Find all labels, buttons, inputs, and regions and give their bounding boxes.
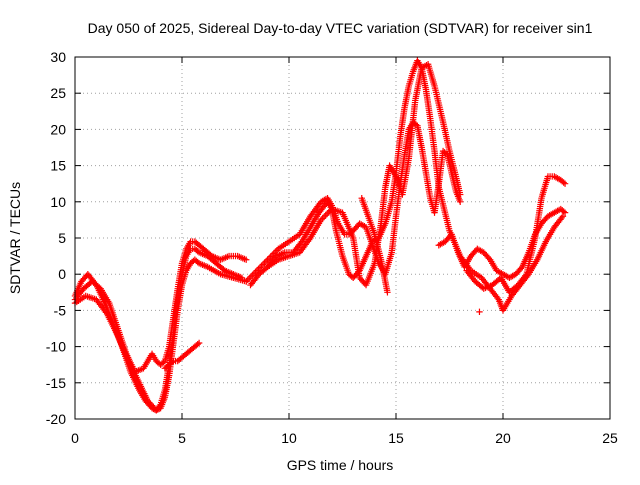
x-tick-label: 15: [388, 430, 404, 446]
data-point: [476, 308, 483, 316]
y-tick-label: -10: [46, 339, 66, 355]
data-point: [517, 265, 525, 272]
x-tick-label: 25: [602, 430, 618, 446]
y-tick-label: 20: [50, 121, 66, 137]
x-tick-label: 5: [178, 430, 186, 446]
x-axis-label: GPS time / hours: [287, 457, 394, 473]
data-point: [195, 339, 203, 347]
data-point: [194, 340, 201, 348]
data-point: [153, 407, 160, 414]
data-point: [559, 213, 567, 220]
y-tick-label: -15: [46, 375, 66, 391]
y-tick-label: -20: [46, 411, 66, 427]
data-point: [154, 406, 161, 413]
chart-title: Day 050 of 2025, Sidereal Day-to-day VTE…: [88, 20, 593, 36]
data-point: [560, 179, 567, 186]
data-point: [168, 359, 176, 366]
data-point: [561, 180, 569, 187]
data-point: [561, 209, 569, 216]
x-tick-label: 0: [71, 430, 79, 446]
y-tick-label: -5: [54, 302, 67, 318]
data-point: [457, 191, 464, 198]
x-tick-label: 10: [281, 430, 297, 446]
data-point: [485, 255, 493, 262]
y-tick-label: 5: [58, 230, 66, 246]
axis-ticks: 0 5 10 15 20 25 -20 -15 -10 -5 0 5 10 15 20 25 30: [46, 49, 618, 446]
data-point: [384, 289, 391, 296]
data-point: [320, 213, 328, 220]
y-tick-label: 15: [50, 158, 66, 174]
y-tick-label: 30: [50, 49, 66, 65]
data-point: [243, 256, 250, 263]
data-point: [160, 359, 167, 366]
grid: [75, 57, 610, 419]
y-tick-label: 10: [50, 194, 66, 210]
x-tick-label: 20: [495, 430, 511, 446]
data-point: [457, 198, 464, 205]
data-point: [560, 208, 567, 215]
y-axis-label: SDTVAR / TECUs: [7, 182, 23, 294]
data-point: [322, 212, 329, 219]
y-tick-label: 25: [50, 85, 66, 101]
data-points: [71, 57, 569, 414]
y-tick-label: 0: [58, 266, 66, 282]
